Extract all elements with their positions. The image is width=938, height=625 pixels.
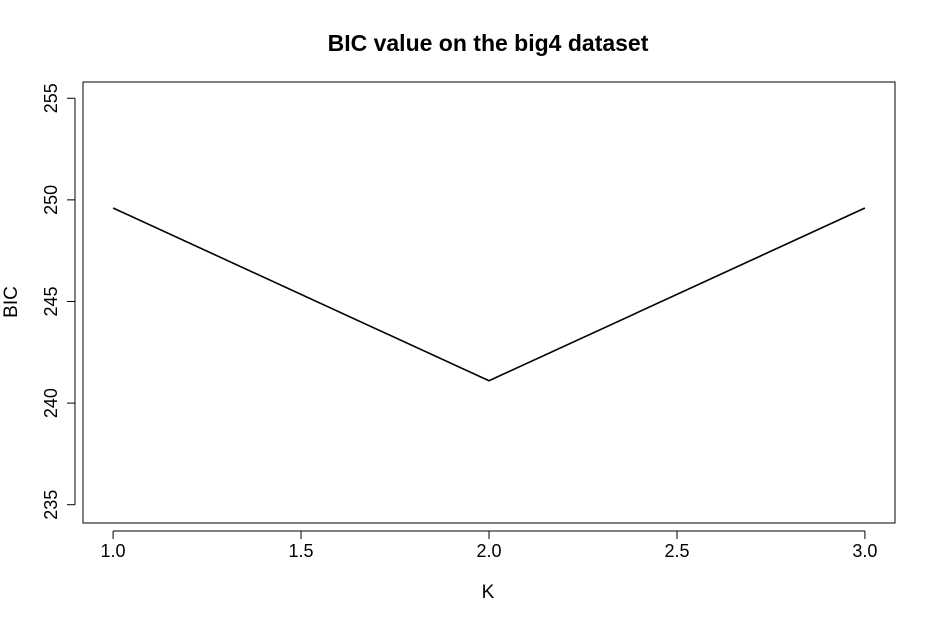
y-tick-label: 250 xyxy=(41,185,61,215)
y-tick-label: 245 xyxy=(41,286,61,316)
x-tick-label: 3.0 xyxy=(852,541,877,561)
y-axis-label: BIC xyxy=(1,286,22,318)
y-tick-label: 235 xyxy=(41,490,61,520)
chart-title: BIC value on the big4 dataset xyxy=(328,30,649,56)
series-layer xyxy=(112,207,866,382)
x-axis: 1.0 1.5 2.0 2.5 3.0 xyxy=(101,530,877,561)
y-tick-label: 255 xyxy=(41,83,61,113)
y-axis: 235 240 245 250 255 xyxy=(41,83,76,520)
plot-frame xyxy=(82,81,896,524)
x-tick-label: 1.0 xyxy=(101,541,126,561)
x-tick-label: 2.0 xyxy=(476,541,501,561)
x-tick-label: 1.5 xyxy=(289,541,314,561)
x-tick-label: 2.5 xyxy=(664,541,689,561)
y-tick-label: 240 xyxy=(41,388,61,418)
x-axis-label: K xyxy=(482,582,495,603)
series-line xyxy=(112,207,866,382)
